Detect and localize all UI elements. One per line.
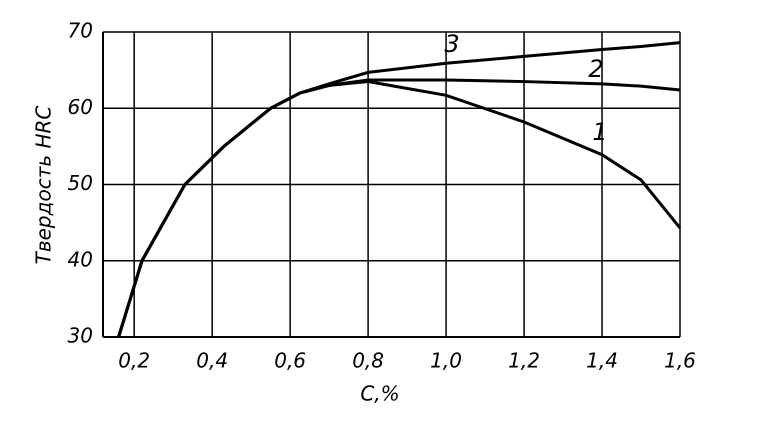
x-tick-label: 1,4 bbox=[586, 349, 618, 373]
y-tick-label: 40 bbox=[68, 247, 93, 271]
legend-label: 3 bbox=[444, 30, 459, 58]
line bbox=[117, 41, 681, 338]
x-tick-label: 0,2 bbox=[118, 349, 150, 373]
x-tick-label: 0,6 bbox=[274, 349, 306, 373]
legend-label: 1 bbox=[592, 118, 607, 146]
y-tick-label: 60 bbox=[68, 95, 93, 119]
y-axis-title: Твердость HRC bbox=[32, 106, 56, 265]
x-tick-label: 0,4 bbox=[196, 349, 228, 373]
x-tick-label: 0,8 bbox=[352, 349, 384, 373]
y-tick-label: 30 bbox=[68, 324, 93, 348]
y-tick-label: 50 bbox=[68, 171, 93, 195]
x-axis-title: C,% bbox=[360, 382, 399, 406]
x-tick-label: 1,2 bbox=[508, 349, 540, 373]
x-tick-label: 1,0 bbox=[430, 349, 462, 373]
legend-label: 2 bbox=[588, 55, 603, 83]
x-tick-label: 1,6 bbox=[664, 349, 696, 373]
y-tick-label: 70 bbox=[68, 19, 93, 43]
